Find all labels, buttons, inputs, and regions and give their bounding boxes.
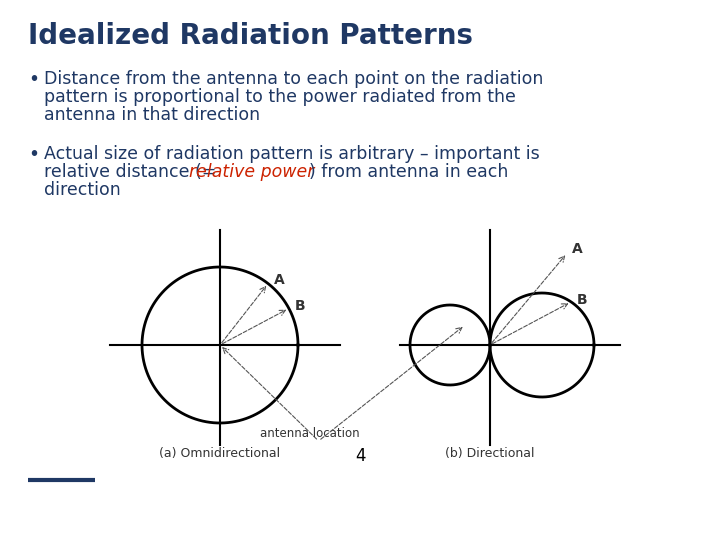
Text: A: A — [274, 273, 285, 287]
Text: 4: 4 — [355, 447, 365, 465]
Text: Distance from the antenna to each point on the radiation: Distance from the antenna to each point … — [44, 70, 544, 88]
Text: A: A — [572, 242, 583, 256]
Text: Idealized Radiation Patterns: Idealized Radiation Patterns — [28, 22, 473, 50]
Text: direction: direction — [44, 181, 121, 199]
Text: B: B — [295, 299, 305, 313]
Text: Actual size of radiation pattern is arbitrary – important is: Actual size of radiation pattern is arbi… — [44, 145, 540, 163]
Text: •: • — [28, 70, 39, 89]
Text: ) from antenna in each: ) from antenna in each — [309, 163, 508, 181]
Text: antenna location: antenna location — [260, 427, 360, 440]
Text: B: B — [577, 293, 588, 307]
Text: (b) Directional: (b) Directional — [445, 447, 535, 460]
Text: pattern is proportional to the power radiated from the: pattern is proportional to the power rad… — [44, 88, 516, 106]
Text: relative distance (=: relative distance (= — [44, 163, 222, 181]
Text: •: • — [28, 145, 39, 164]
Text: antenna in that direction: antenna in that direction — [44, 106, 260, 124]
Text: relative power: relative power — [189, 163, 315, 181]
Text: (a) Omnidirectional: (a) Omnidirectional — [159, 447, 281, 460]
